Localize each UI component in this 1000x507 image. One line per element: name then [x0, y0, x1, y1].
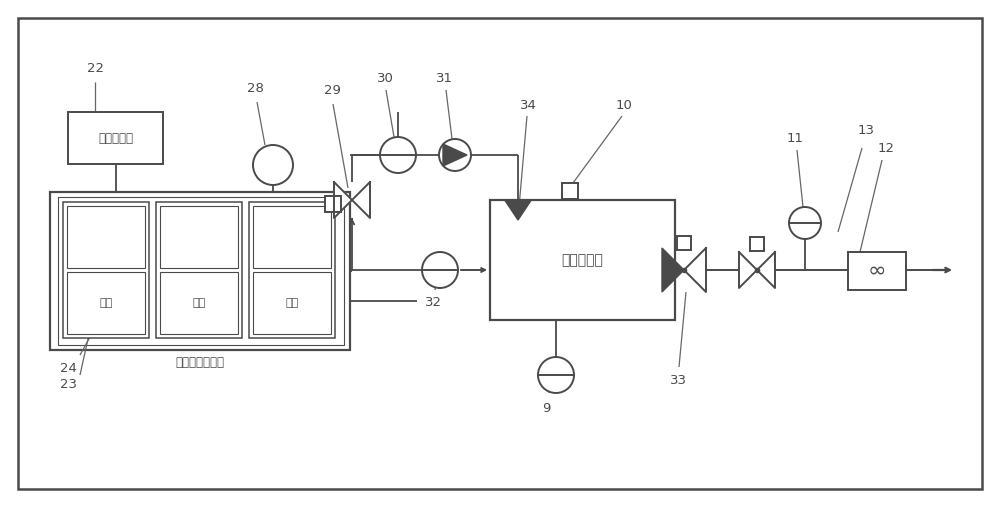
Bar	[253, 206, 331, 268]
Text: 30: 30	[377, 71, 393, 85]
Bar	[325, 196, 341, 212]
Circle shape	[538, 357, 574, 393]
Text: 10: 10	[616, 98, 632, 112]
Polygon shape	[684, 248, 706, 292]
Bar	[562, 183, 578, 199]
Text: 氧罐: 氧罐	[192, 298, 206, 308]
Bar	[68, 112, 163, 164]
Polygon shape	[443, 144, 467, 166]
Bar	[750, 237, 764, 251]
Text: 22: 22	[87, 61, 104, 75]
Circle shape	[789, 207, 821, 239]
Text: 24: 24	[60, 361, 76, 375]
Polygon shape	[757, 252, 775, 288]
Circle shape	[380, 137, 416, 173]
Text: 34: 34	[520, 98, 536, 112]
Text: 32: 32	[424, 296, 442, 308]
Bar	[156, 202, 242, 338]
Bar	[249, 202, 335, 338]
Text: 13: 13	[857, 124, 874, 136]
Circle shape	[422, 252, 458, 288]
Text: 28: 28	[247, 82, 263, 94]
Text: 氧气缓冲罐: 氧气缓冲罐	[562, 253, 603, 267]
Text: 9: 9	[542, 402, 550, 415]
Text: 33: 33	[670, 374, 686, 386]
Bar	[160, 272, 238, 334]
Circle shape	[439, 139, 471, 171]
Text: 氧罐: 氧罐	[99, 298, 113, 308]
Bar	[58, 197, 344, 345]
Bar	[63, 202, 149, 338]
Text: 31: 31	[436, 71, 452, 85]
Bar	[677, 236, 691, 250]
Polygon shape	[662, 248, 684, 292]
Bar	[490, 200, 675, 320]
Bar	[253, 272, 331, 334]
Text: 12: 12	[878, 141, 894, 155]
Text: 23: 23	[60, 379, 77, 391]
Text: 29: 29	[324, 84, 340, 96]
Polygon shape	[334, 182, 352, 218]
Text: 固体氧罐及组件: 固体氧罐及组件	[176, 356, 225, 370]
Text: ∞: ∞	[868, 261, 886, 281]
Text: 氧罐: 氧罐	[285, 298, 299, 308]
Polygon shape	[352, 182, 370, 218]
Bar	[160, 206, 238, 268]
Text: 11: 11	[786, 131, 803, 144]
Bar	[67, 272, 145, 334]
Bar	[67, 206, 145, 268]
Polygon shape	[739, 252, 757, 288]
Polygon shape	[505, 200, 531, 220]
Text: 电控激发器: 电控激发器	[98, 131, 133, 144]
Bar	[50, 192, 350, 350]
Bar	[848, 252, 906, 290]
Circle shape	[253, 145, 293, 185]
